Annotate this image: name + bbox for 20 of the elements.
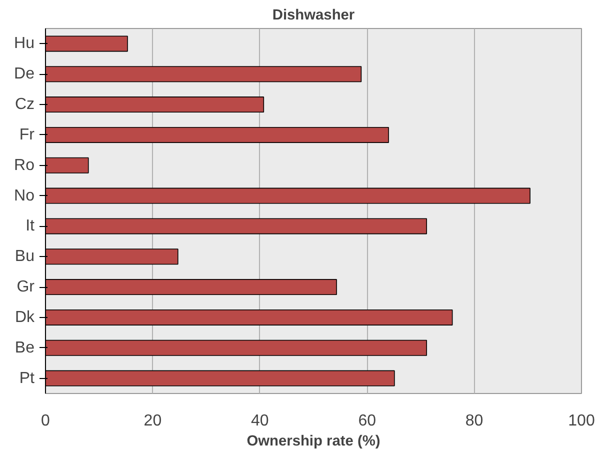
y-tick-label: Gr (16, 278, 36, 296)
y-tick-label: No (14, 187, 35, 204)
chart-title: Dishwasher (272, 8, 355, 24)
y-tick-label: Ro (14, 156, 35, 174)
x-tick-label: 40 (251, 412, 269, 430)
x-tick-label: 100 (568, 412, 595, 430)
x-axis-title: Ownership rate (%) (246, 434, 380, 450)
y-tick-label: Cz (14, 96, 35, 114)
x-tick-label: 0 (41, 412, 50, 430)
y-tick-label: Fr (19, 126, 36, 144)
y-tick-label: Pt (19, 370, 36, 387)
y-tick-label: Be (14, 339, 35, 356)
x-tick-label: 60 (358, 412, 376, 430)
y-tick-label: It (26, 218, 36, 235)
y-tick-label: Dk (14, 308, 36, 326)
y-tick-label: De (14, 66, 35, 83)
x-tick-label: 80 (465, 412, 484, 430)
x-tick-label: 20 (144, 412, 162, 430)
y-tick-label: Hu (14, 35, 34, 52)
y-tick-label: Bu (14, 248, 35, 266)
